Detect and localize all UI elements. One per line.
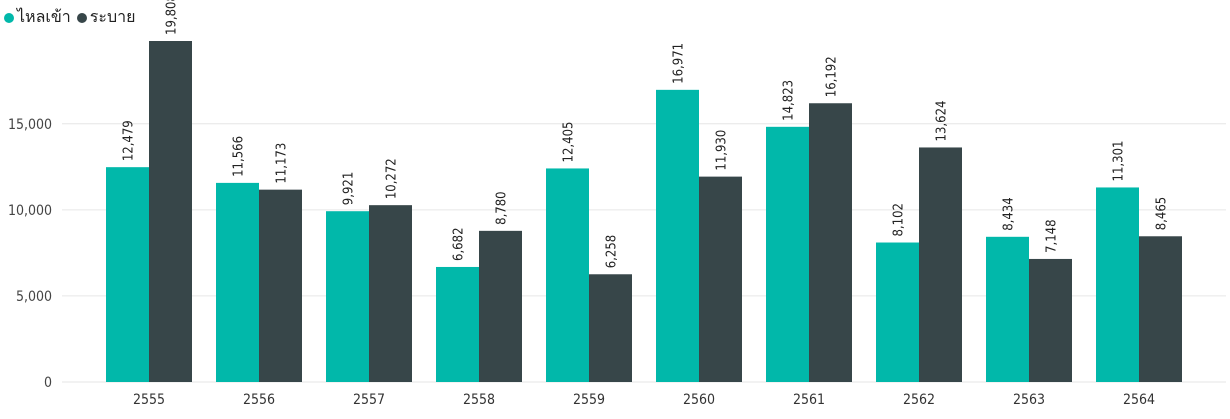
data-label: 13,624 bbox=[935, 101, 950, 142]
bar[interactable] bbox=[1139, 236, 1182, 382]
data-label: 10,272 bbox=[385, 158, 400, 199]
bar[interactable] bbox=[326, 211, 369, 382]
data-label: 9,921 bbox=[342, 172, 357, 205]
data-label: 7,148 bbox=[1045, 219, 1060, 252]
x-tick-label: 2563 bbox=[1013, 392, 1045, 408]
x-tick-label: 2561 bbox=[793, 392, 825, 408]
bar[interactable] bbox=[149, 41, 192, 382]
data-label: 12,479 bbox=[122, 120, 137, 161]
y-tick-label: 10,000 bbox=[8, 203, 52, 219]
bar[interactable] bbox=[876, 242, 919, 382]
bar[interactable] bbox=[216, 182, 259, 382]
data-label: 11,173 bbox=[275, 143, 290, 184]
y-tick-label: 15,000 bbox=[8, 117, 52, 133]
bar[interactable] bbox=[919, 147, 962, 382]
x-tick-label: 2558 bbox=[463, 392, 495, 408]
data-label: 6,258 bbox=[605, 235, 620, 268]
data-label: 8,434 bbox=[1002, 197, 1017, 230]
y-tick-label: 5,000 bbox=[16, 289, 52, 305]
data-label: 11,301 bbox=[1112, 141, 1127, 182]
data-label: 14,823 bbox=[782, 80, 797, 121]
legend-marker-icon bbox=[4, 12, 14, 23]
bar[interactable] bbox=[436, 266, 479, 382]
bar[interactable] bbox=[546, 168, 589, 382]
x-tick-label: 2564 bbox=[1123, 392, 1155, 408]
legend-label-outflow: ระบาย bbox=[89, 7, 136, 26]
legend-label-inflow: ไหลเข้า bbox=[17, 7, 71, 26]
y-tick-label: 0 bbox=[44, 375, 52, 391]
bar[interactable] bbox=[809, 103, 852, 383]
data-label: 8,465 bbox=[1155, 197, 1170, 230]
data-label: 8,102 bbox=[892, 203, 907, 236]
bar[interactable] bbox=[1029, 258, 1072, 382]
x-tick-label: 2559 bbox=[573, 392, 605, 408]
bar[interactable] bbox=[699, 176, 742, 382]
bar[interactable] bbox=[259, 189, 302, 382]
x-tick-label: 2562 bbox=[903, 392, 935, 408]
data-label: 19,808 bbox=[165, 0, 180, 35]
data-label: 11,566 bbox=[232, 136, 247, 177]
bar[interactable] bbox=[766, 126, 809, 382]
data-label: 11,930 bbox=[715, 130, 730, 171]
x-tick-label: 2557 bbox=[353, 392, 385, 408]
bar[interactable] bbox=[369, 205, 412, 382]
legend-item-outflow[interactable]: ระบาย bbox=[76, 5, 136, 30]
data-label: 6,682 bbox=[452, 227, 467, 260]
bar[interactable] bbox=[986, 236, 1029, 382]
x-tick-label: 2560 bbox=[683, 392, 715, 408]
bar[interactable] bbox=[589, 274, 632, 382]
bar[interactable] bbox=[1096, 187, 1139, 382]
legend-marker-icon bbox=[76, 12, 87, 23]
x-tick-label: 2555 bbox=[133, 392, 165, 408]
bar[interactable] bbox=[479, 230, 522, 382]
x-tick-label: 2556 bbox=[243, 392, 275, 408]
bar[interactable] bbox=[656, 89, 699, 382]
data-label: 12,405 bbox=[562, 122, 577, 163]
data-label: 8,780 bbox=[495, 191, 510, 224]
data-label: 16,192 bbox=[825, 56, 840, 97]
legend: ไหลเข้า ระบาย bbox=[4, 5, 142, 30]
bar[interactable] bbox=[106, 167, 149, 382]
legend-item-inflow[interactable]: ไหลเข้า bbox=[4, 5, 71, 30]
data-label: 16,971 bbox=[672, 43, 687, 84]
